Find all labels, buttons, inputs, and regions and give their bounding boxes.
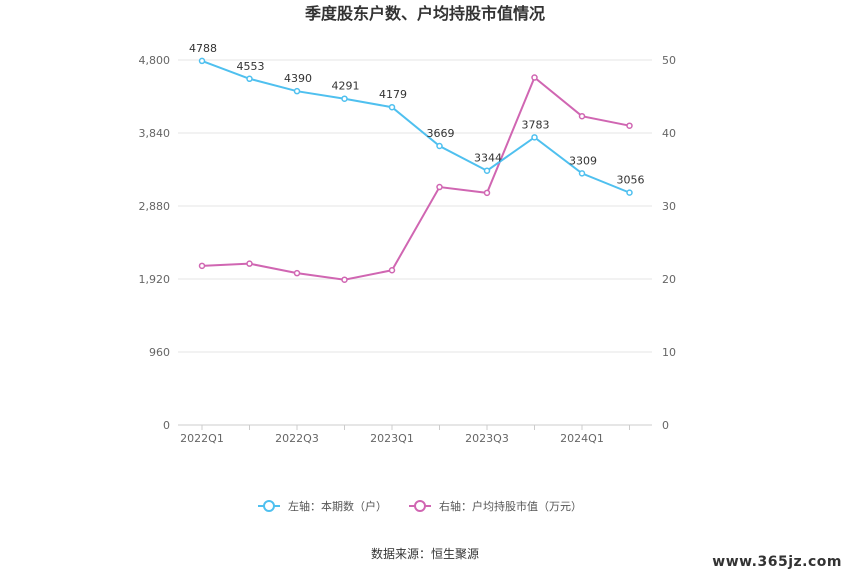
left-axis: 0 960 1,920 2,880 3,840 4,800 bbox=[139, 54, 171, 432]
left-tick-label: 4,800 bbox=[139, 54, 171, 67]
data-label: 3669 bbox=[427, 127, 455, 140]
right-tick-label: 30 bbox=[662, 200, 676, 213]
data-label: 4788 bbox=[189, 42, 217, 55]
data-point bbox=[341, 276, 348, 283]
right-tick-label: 10 bbox=[662, 346, 676, 359]
x-axis: 2022Q1 2022Q3 2023Q1 2023Q3 2024Q1 bbox=[180, 425, 630, 445]
x-tick-label: 2022Q1 bbox=[180, 432, 224, 445]
data-label: 3056 bbox=[617, 174, 645, 187]
legend: 左轴：本期数（户） 右轴：户均持股市值（万元） bbox=[258, 499, 582, 513]
right-axis: 0 10 20 30 40 50 bbox=[662, 54, 676, 432]
legend-item: 左轴：本期数（户） bbox=[258, 499, 387, 513]
left-tick-label: 960 bbox=[149, 346, 170, 359]
data-point bbox=[388, 103, 396, 111]
data-source: 数据来源：恒生聚源 bbox=[371, 546, 479, 561]
left-tick-label: 0 bbox=[163, 419, 170, 432]
x-tick-label: 2022Q3 bbox=[275, 432, 319, 445]
data-point bbox=[198, 262, 206, 270]
legend-label: 左轴：本期数（户） bbox=[288, 499, 387, 513]
x-tick-label: 2024Q1 bbox=[560, 432, 604, 445]
data-point bbox=[483, 189, 491, 197]
data-label: 4390 bbox=[284, 72, 312, 85]
data-point bbox=[531, 74, 538, 81]
data-point bbox=[246, 75, 253, 83]
data-label: 4179 bbox=[379, 88, 407, 101]
data-point bbox=[246, 260, 253, 267]
data-point bbox=[198, 57, 206, 65]
data-point bbox=[531, 134, 538, 141]
data-point bbox=[436, 183, 443, 191]
right-tick-label: 40 bbox=[662, 127, 676, 140]
data-label: 4291 bbox=[332, 80, 360, 93]
right-tick-label: 20 bbox=[662, 273, 676, 286]
data-point bbox=[578, 170, 586, 177]
data-label: 3344 bbox=[474, 152, 502, 165]
data-point bbox=[578, 112, 586, 120]
data-point bbox=[293, 269, 301, 277]
left-tick-label: 1,920 bbox=[139, 273, 171, 286]
series-line bbox=[201, 59, 630, 194]
chart-title: 季度股东户数、户均持股市值情况 bbox=[304, 4, 545, 23]
series-holders: 4788 4553 4390 4291 4179 3669 3344 3783 3309 3056 bbox=[189, 42, 645, 196]
left-tick-label: 3,840 bbox=[139, 127, 171, 140]
data-label: 3309 bbox=[569, 154, 597, 167]
series-line bbox=[201, 75, 630, 281]
x-tick-label: 2023Q1 bbox=[370, 432, 414, 445]
series-avg-value bbox=[198, 74, 633, 283]
data-point bbox=[388, 266, 396, 274]
data-point bbox=[436, 142, 443, 150]
left-tick-label: 2,880 bbox=[139, 200, 171, 213]
data-point bbox=[293, 87, 301, 95]
data-point bbox=[341, 95, 348, 102]
right-tick-label: 50 bbox=[662, 54, 676, 67]
legend-marker bbox=[263, 500, 275, 512]
grid bbox=[178, 59, 652, 426]
right-tick-label: 0 bbox=[662, 419, 669, 432]
legend-marker bbox=[414, 500, 426, 512]
series-layer: 4788 4553 4390 4291 4179 3669 3344 3783 3309 3056 bbox=[189, 42, 645, 283]
data-point bbox=[483, 167, 491, 174]
watermark: www.365jz.com bbox=[712, 554, 842, 570]
data-label: 3783 bbox=[522, 118, 550, 131]
data-point bbox=[626, 122, 633, 129]
legend-label: 右轴：户均持股市值（万元） bbox=[439, 499, 582, 513]
x-tick-label: 2023Q3 bbox=[465, 432, 509, 445]
legend-item: 右轴：户均持股市值（万元） bbox=[409, 499, 582, 513]
data-label: 4553 bbox=[237, 60, 265, 73]
data-point bbox=[626, 189, 633, 196]
